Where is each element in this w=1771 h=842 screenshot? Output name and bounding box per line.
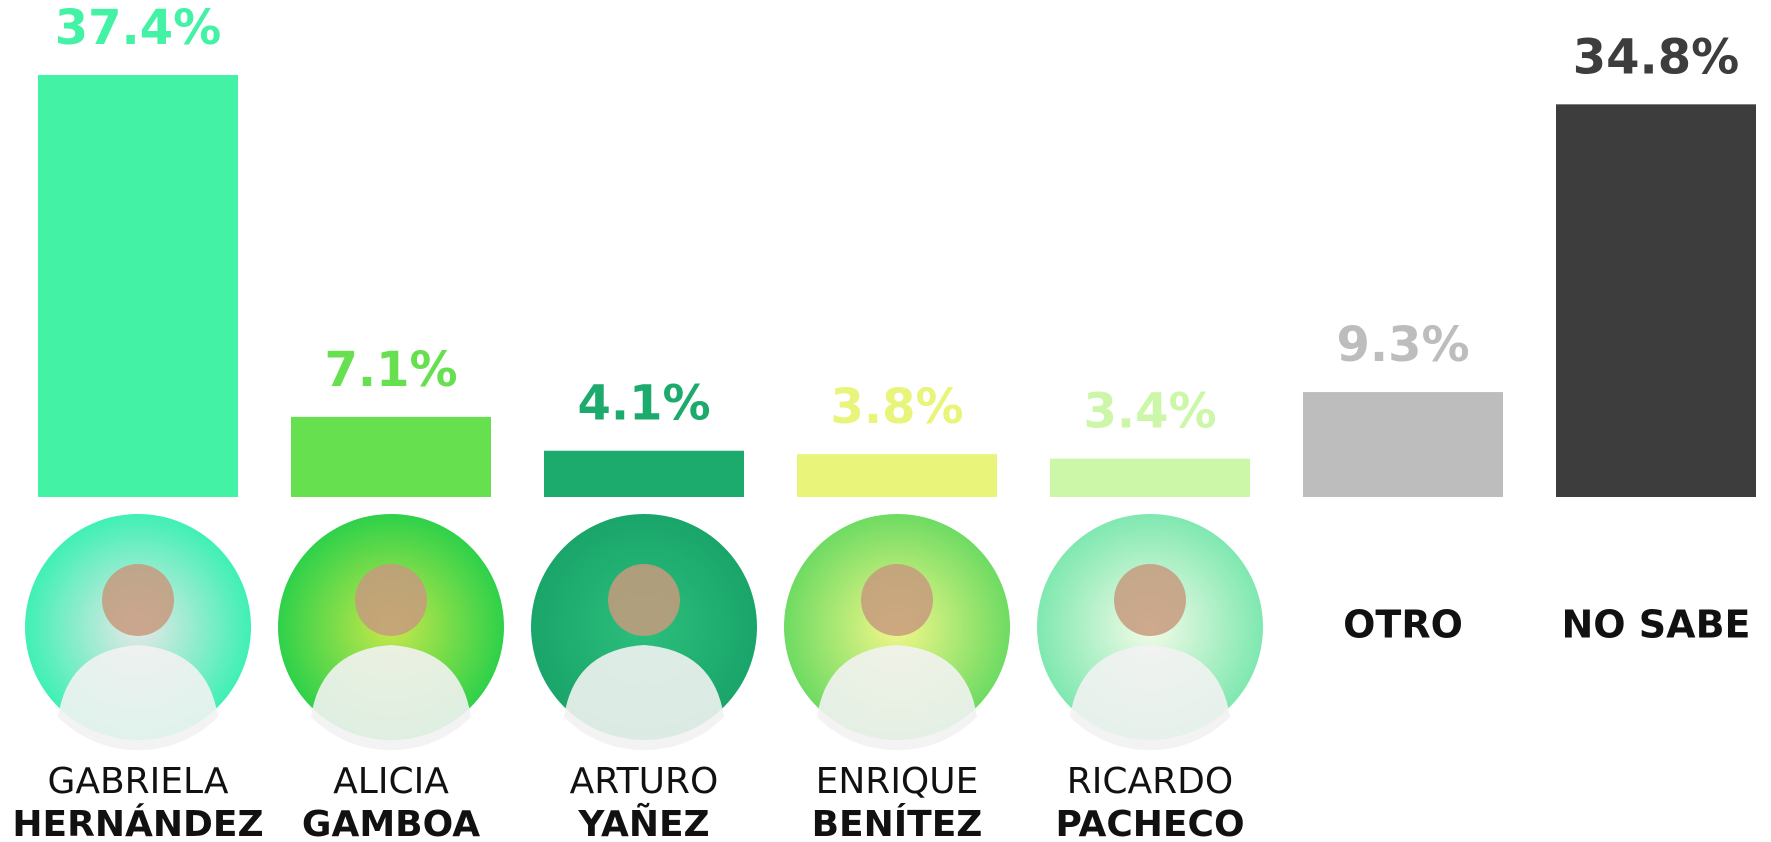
bar — [38, 75, 238, 497]
value-label: 9.3% — [1336, 317, 1469, 373]
last-name: PACHECO — [1055, 804, 1244, 842]
last-name: BENÍTEZ — [812, 803, 983, 842]
last-name: YAÑEZ — [577, 803, 709, 842]
bar — [1303, 392, 1503, 497]
photo-body — [1070, 645, 1230, 751]
category-label: NO SABE — [1561, 603, 1750, 647]
category-label: OTRO — [1343, 603, 1463, 647]
first-name: ENRIQUE — [816, 761, 979, 802]
value-label: 37.4% — [55, 0, 222, 56]
first-name: RICARDO — [1067, 761, 1233, 802]
value-label: 3.8% — [830, 379, 963, 435]
value-label: 4.1% — [577, 376, 710, 432]
bar — [1556, 104, 1756, 497]
photo-head — [608, 564, 680, 636]
bar — [291, 416, 491, 497]
value-label: 3.4% — [1083, 384, 1216, 440]
photo-head — [861, 564, 933, 636]
bar — [797, 454, 997, 497]
photo-head — [355, 564, 427, 636]
photo-body — [58, 645, 218, 751]
bar — [1050, 458, 1250, 497]
photo-head — [1114, 564, 1186, 636]
photo-body — [311, 645, 471, 751]
photo-body — [564, 645, 724, 751]
photo-head — [102, 564, 174, 636]
first-name: GABRIELA — [47, 761, 228, 802]
last-name: HERNÁNDEZ — [12, 803, 263, 842]
first-name: ARTURO — [570, 761, 719, 802]
photo-body — [817, 645, 977, 751]
last-name: GAMBOA — [302, 804, 480, 842]
bar — [544, 450, 744, 497]
value-label: 34.8% — [1573, 29, 1740, 85]
first-name: ALICIA — [333, 761, 449, 802]
value-label: 7.1% — [324, 342, 457, 398]
